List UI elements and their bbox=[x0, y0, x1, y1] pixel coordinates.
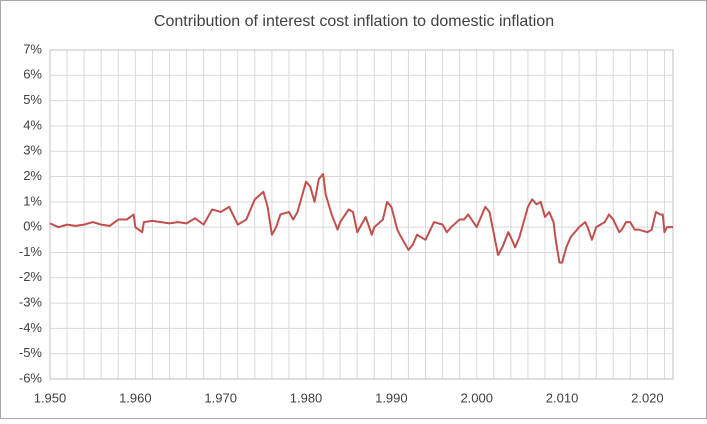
y-tick-label: 3% bbox=[23, 143, 42, 158]
y-tick-label: 7% bbox=[23, 41, 42, 56]
chart-title: Contribution of interest cost inflation … bbox=[154, 13, 554, 30]
y-tick-label: 5% bbox=[23, 92, 42, 107]
plot-border bbox=[49, 49, 674, 380]
x-tick-label: 2.010 bbox=[546, 390, 579, 405]
data-line bbox=[49, 173, 673, 264]
x-tick-label: 2.000 bbox=[460, 390, 493, 405]
x-tick-label: 2.020 bbox=[631, 390, 664, 405]
y-tick-label: -5% bbox=[19, 345, 43, 360]
y-tick-label: 2% bbox=[23, 168, 42, 183]
y-tick-label: -2% bbox=[19, 269, 43, 284]
x-tick-label: 1.980 bbox=[290, 390, 323, 405]
y-tick-label: -3% bbox=[19, 295, 43, 310]
x-tick-label: 1.970 bbox=[204, 390, 237, 405]
x-tick-label: 1.990 bbox=[375, 390, 408, 405]
y-tick-label: -1% bbox=[19, 244, 43, 259]
y-tick-label: -4% bbox=[19, 320, 43, 335]
x-tick-label: 1.950 bbox=[34, 390, 67, 405]
y-tick-label: 4% bbox=[23, 117, 42, 132]
y-tick-label: -6% bbox=[19, 370, 43, 385]
x-tick-label: 1.960 bbox=[119, 390, 152, 405]
y-tick-label: 0% bbox=[23, 219, 42, 234]
y-tick-label: 6% bbox=[23, 67, 42, 82]
y-tick-label: 1% bbox=[23, 193, 42, 208]
